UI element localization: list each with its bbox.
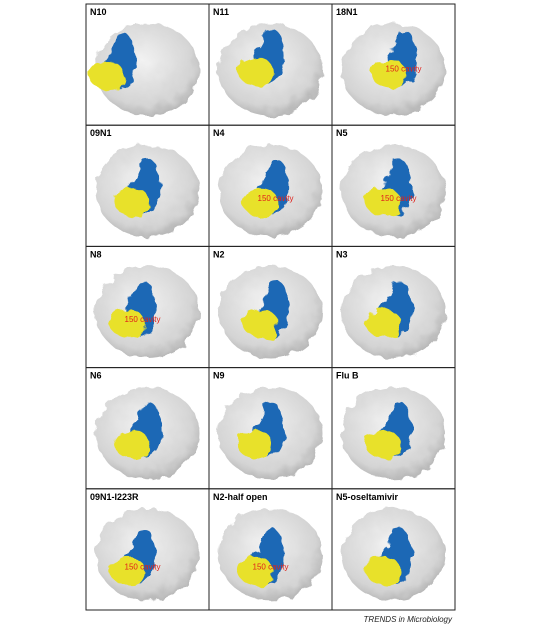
loop-150-yellow [364,309,401,339]
cavity-label: 150 cavity [125,315,161,324]
loop-150-yellow [241,309,278,339]
loop-150-yellow [113,430,150,460]
panel-label: 18N1 [336,7,358,17]
loop-150-yellow [236,430,273,460]
panel: N6 [85,367,210,490]
loop-150-yellow [108,556,145,586]
loop-150-yellow [241,188,278,218]
cavity-label: 150 cavity [258,194,294,203]
panel-label: N3 [336,249,348,259]
loop-150-yellow [88,62,125,91]
loop-150-yellow [113,188,150,218]
panel: N2 [208,245,333,369]
panel: N9 [208,367,333,490]
loop-150-yellow [364,188,401,218]
loop-150-yellow [369,59,406,88]
panel: 09N1-I223R 150 cavity [85,488,210,611]
panel: 09N1 [85,124,210,247]
panel-label: N4 [213,128,225,138]
loop-150-yellow [364,430,401,460]
panel-label: N6 [90,371,102,381]
cavity-label: 150 cavity [253,562,289,571]
panel: N8 150 cavity [85,245,210,369]
loop-150-yellow [236,57,273,86]
panel: N5 150 cavity [331,124,456,247]
panel-label: N5 [336,128,348,138]
panel: N11 [208,3,333,126]
panel-label: N2 [213,249,225,259]
loop-150-yellow [236,556,273,586]
panel-label: 09N1 [90,128,112,138]
panel-label: 09N1-I223R [90,492,139,502]
panel: N5-oseltamivir [331,488,456,611]
panel-label: N5-oseltamivir [336,492,399,502]
panel: N4 150 cavity [208,124,333,247]
cavity-label: 150 cavity [386,65,422,74]
panel: 18N1 150 cavity [331,3,456,126]
panel-border [331,488,456,611]
footer: TRENDS in Microbiology [364,615,453,624]
panel: N10 [85,3,210,126]
loop-150-yellow [364,556,401,586]
panel: N3 [331,245,456,369]
panel-label: N11 [213,7,229,17]
panel-label: N2-half open [213,492,268,502]
panel-label: N9 [213,371,225,381]
panel-label: N10 [90,7,107,17]
panel-label: N8 [90,249,102,259]
panel: N2-half open 150 cavity [208,488,333,611]
panel-label: Flu B [336,371,359,381]
cavity-label: 150 cavity [125,562,161,571]
loop-150-yellow [108,309,145,339]
cavity-label: 150 cavity [381,194,417,203]
panel: Flu B [331,367,456,490]
